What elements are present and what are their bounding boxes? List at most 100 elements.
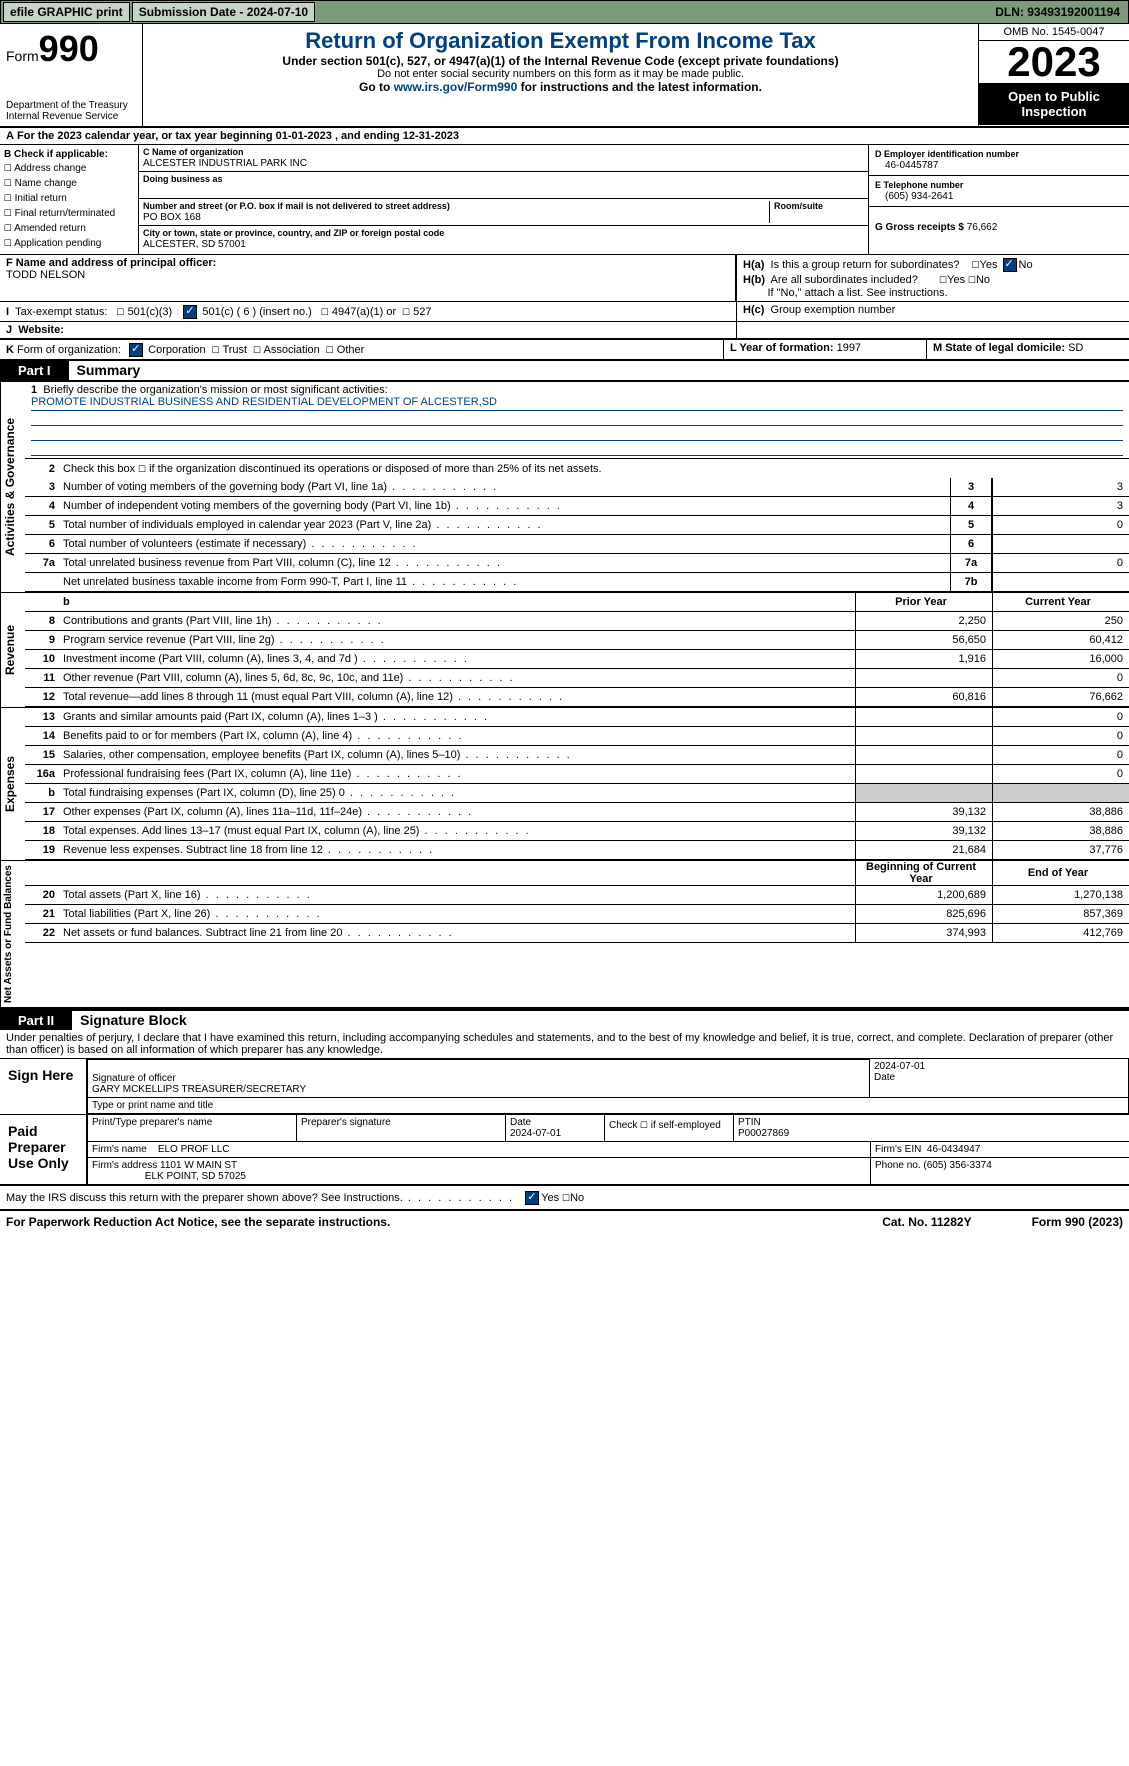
table-row: 7aTotal unrelated business revenue from … xyxy=(25,554,1129,573)
sig-type-label: Type or print name and title xyxy=(88,1098,1129,1113)
paid-preparer-label: Paid Preparer Use Only xyxy=(0,1115,88,1184)
vlabel-expenses: Expenses xyxy=(0,708,25,860)
revenue-section: Revenue bPrior YearCurrent Year 8Contrib… xyxy=(0,592,1129,707)
ptin-value: P00027869 xyxy=(738,1128,789,1139)
sig-officer-name: GARY MCKELLIPS TREASURER/SECRETARY xyxy=(92,1084,306,1095)
city-label: City or town, state or province, country… xyxy=(143,228,444,238)
part1-block: Activities & Governance 1 Briefly descri… xyxy=(0,380,1129,592)
checkbox-final-return: Final return/terminated xyxy=(15,208,116,219)
dba-label: Doing business as xyxy=(143,174,223,184)
vlabel-activities: Activities & Governance xyxy=(0,382,25,592)
vlabel-netassets: Net Assets or Fund Balances xyxy=(0,861,25,1007)
domicile-label: M State of legal domicile: xyxy=(933,342,1065,354)
open-public-label: Open to Public Inspection xyxy=(979,83,1129,125)
trust-label: Trust xyxy=(222,344,247,356)
sig-date-value: 2024-07-01 xyxy=(874,1061,925,1072)
prior-year-header: Prior Year xyxy=(855,593,992,611)
table-row: 18Total expenses. Add lines 13–17 (must … xyxy=(25,822,1129,841)
table-row: 10Investment income (Part VIII, column (… xyxy=(25,650,1129,669)
table-row: Net unrelated business taxable income fr… xyxy=(25,573,1129,592)
phone-label: E Telephone number xyxy=(875,180,963,190)
sig-date-label: Date xyxy=(874,1072,895,1083)
other-label: Other xyxy=(337,344,365,356)
table-row: 5Total number of individuals employed in… xyxy=(25,516,1129,535)
discuss-text: May the IRS discuss this return with the… xyxy=(6,1192,403,1204)
officer-row: F Name and address of principal officer:… xyxy=(0,255,1129,302)
assoc-label: Association xyxy=(264,344,320,356)
form-label: Form xyxy=(6,48,39,64)
current-year-header: Current Year xyxy=(992,593,1129,611)
ha-no-checkbox xyxy=(1003,258,1017,272)
table-row: 20Total assets (Part X, line 16)1,200,68… xyxy=(25,886,1129,905)
table-row: 12Total revenue—add lines 8 through 11 (… xyxy=(25,688,1129,707)
table-row: bTotal fundraising expenses (Part IX, co… xyxy=(25,784,1129,803)
table-row: 22Net assets or fund balances. Subtract … xyxy=(25,924,1129,943)
irs-link[interactable]: www.irs.gov/Form990 xyxy=(394,80,518,94)
ha-label: Is this a group return for subordinates? xyxy=(771,259,960,271)
527-label: 527 xyxy=(413,306,431,318)
year-formation-label: L Year of formation: xyxy=(730,342,834,354)
tax-year-line: A For the 2023 calendar year, or tax yea… xyxy=(0,128,1129,145)
prep-date-value: 2024-07-01 xyxy=(510,1128,561,1139)
domicile-value: SD xyxy=(1068,342,1083,354)
prep-name-label: Print/Type preparer's name xyxy=(88,1115,297,1141)
501c3-label: 501(c)(3) xyxy=(128,306,173,318)
table-row: 8Contributions and grants (Part VIII, li… xyxy=(25,612,1129,631)
firm-name-value: ELO PROF LLC xyxy=(158,1144,230,1155)
officer-name: TODD NELSON xyxy=(6,269,85,281)
part2-label: Part II xyxy=(0,1011,72,1030)
year-formation-value: 1997 xyxy=(837,342,861,354)
firm-ein-value: 46-0434947 xyxy=(927,1144,980,1155)
table-row: 9Program service revenue (Part VIII, lin… xyxy=(25,631,1129,650)
corp-label: Corporation xyxy=(148,344,205,356)
ein-label: D Employer identification number xyxy=(875,149,1019,159)
phone-value: (605) 934-2641 xyxy=(875,191,953,202)
sign-here-label: Sign Here xyxy=(0,1059,88,1114)
officer-label: F Name and address of principal officer: xyxy=(6,257,216,269)
table-row: 17Other expenses (Part IX, column (A), l… xyxy=(25,803,1129,822)
addr-label: Number and street (or P.O. box if mail i… xyxy=(143,201,450,211)
line2-text: Check this box ☐ if the organization dis… xyxy=(63,459,1129,478)
tax-year: 2023 xyxy=(979,41,1129,83)
website-label: Website: xyxy=(18,324,64,336)
page-footer: For Paperwork Reduction Act Notice, see … xyxy=(0,1211,1129,1233)
org-name-label: C Name of organization xyxy=(143,147,244,157)
firm-addr-label: Firm's address xyxy=(92,1160,157,1171)
part1-label: Part I xyxy=(0,361,69,380)
table-row: 15Salaries, other compensation, employee… xyxy=(25,746,1129,765)
part1-header: Part ISummary xyxy=(0,361,1129,380)
checkbox-amended: Amended return xyxy=(14,223,86,234)
table-row: 3Number of voting members of the governi… xyxy=(25,478,1129,497)
prep-sig-label: Preparer's signature xyxy=(297,1115,506,1141)
form-subtitle-1: Under section 501(c), 527, or 4947(a)(1)… xyxy=(147,54,974,68)
checkbox-address-change: Address change xyxy=(14,163,86,174)
tax-year-text: For the 2023 calendar year, or tax year … xyxy=(17,130,459,142)
form-title: Return of Organization Exempt From Incom… xyxy=(147,28,974,54)
discuss-row: May the IRS discuss this return with the… xyxy=(0,1186,1129,1211)
firm-addr2-value: ELK POINT, SD 57025 xyxy=(145,1171,246,1182)
website-row: J Website: xyxy=(0,322,1129,340)
table-row: 16aProfessional fundraising fees (Part I… xyxy=(25,765,1129,784)
discuss-yes-checkbox xyxy=(525,1191,539,1205)
begin-year-header: Beginning of Current Year xyxy=(855,861,992,885)
part2-title: Signature Block xyxy=(72,1010,195,1030)
efile-print-button[interactable]: efile GRAPHIC print xyxy=(3,2,130,22)
tax-status-label: Tax-exempt status: xyxy=(15,306,107,318)
netassets-section: Net Assets or Fund Balances Beginning of… xyxy=(0,860,1129,1009)
corp-checkbox xyxy=(129,343,143,357)
declaration-text: Under penalties of perjury, I declare th… xyxy=(0,1030,1129,1059)
form-org-row: K Form of organization: Corporation ☐ Tr… xyxy=(0,340,1129,361)
city-value: ALCESTER, SD 57001 xyxy=(143,239,246,250)
table-row: 11Other revenue (Part VIII, column (A), … xyxy=(25,669,1129,688)
501c-label: 501(c) ( 6 ) (insert no.) xyxy=(202,306,311,318)
gross-receipts-value: 76,662 xyxy=(967,222,998,233)
prep-date-label: Date xyxy=(510,1117,531,1128)
footer-left: For Paperwork Reduction Act Notice, see … xyxy=(6,1215,390,1229)
expenses-section: Expenses 13Grants and similar amounts pa… xyxy=(0,707,1129,860)
footer-cat: Cat. No. 11282Y xyxy=(882,1215,971,1229)
checkbox-initial-return: Initial return xyxy=(15,193,67,204)
end-year-header: End of Year xyxy=(992,861,1129,885)
part1-title: Summary xyxy=(69,360,149,380)
form-number: 990 xyxy=(39,28,99,69)
submission-date-label: Submission Date - 2024-07-10 xyxy=(132,2,315,22)
